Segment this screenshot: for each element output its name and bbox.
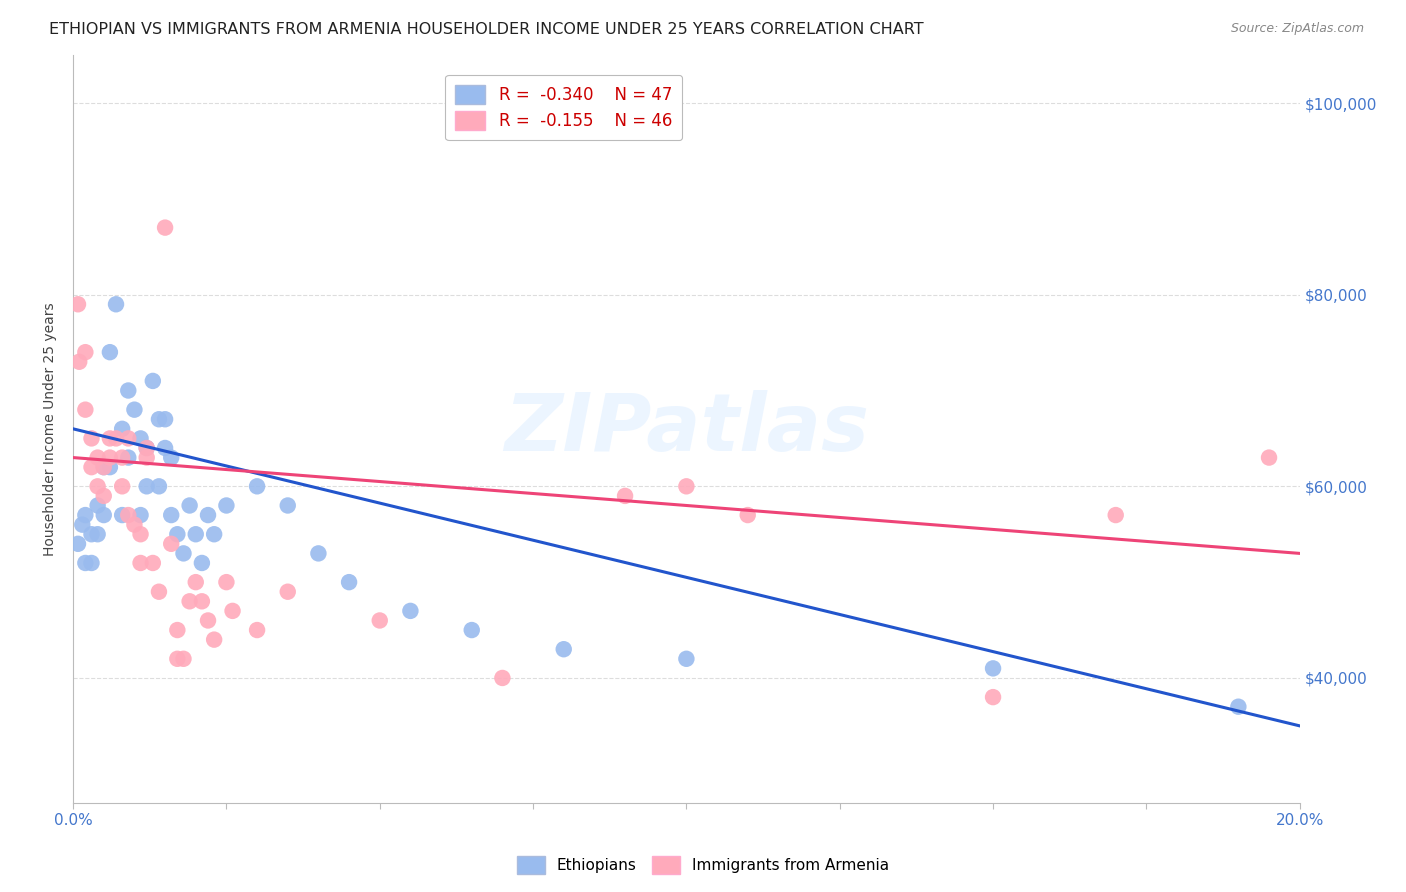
Point [215,575,238,590]
Legend: R =  -0.340    N = 47, R =  -0.155    N = 46: R = -0.340 N = 47, R = -0.155 N = 46 [446,75,682,140]
Point [277,499,299,513]
Point [337,575,360,590]
Point [86,479,108,493]
Point [148,479,170,493]
Point [93,460,115,475]
Point [135,450,157,465]
Point [399,604,422,618]
Point [173,546,195,560]
Point [93,489,115,503]
Point [179,499,201,513]
Point [246,623,269,637]
Point [93,460,115,475]
Point [202,632,225,647]
Point [129,431,152,445]
Point [80,556,103,570]
Point [124,402,146,417]
Point [75,402,97,417]
Point [160,537,183,551]
Text: ZIPatlas: ZIPatlas [503,390,869,467]
Point [80,527,103,541]
Point [124,517,146,532]
Point [277,584,299,599]
Point [98,460,121,475]
Point [202,527,225,541]
Point [148,584,170,599]
Point [75,345,97,359]
Point [66,537,89,551]
Point [160,508,183,522]
Point [148,412,170,426]
Point [117,450,139,465]
Point [135,441,157,455]
Point [173,652,195,666]
Point [93,508,115,522]
Point [153,412,176,426]
Point [197,614,219,628]
Point [111,508,134,522]
Point [111,450,134,465]
Point [129,508,152,522]
Point [111,479,134,493]
Point [135,479,157,493]
Point [191,594,214,608]
Point [614,489,637,503]
Point [461,623,484,637]
Point [98,345,121,359]
Point [246,479,269,493]
Point [184,527,207,541]
Point [105,297,128,311]
Point [1105,508,1128,522]
Point [98,431,121,445]
Point [117,384,139,398]
Point [129,527,152,541]
Point [111,422,134,436]
Point [117,431,139,445]
Point [153,441,176,455]
Point [117,508,139,522]
Point [179,594,201,608]
Point [1258,450,1281,465]
Point [86,499,108,513]
Point [135,441,157,455]
Point [675,652,697,666]
Point [166,652,188,666]
Text: ETHIOPIAN VS IMMIGRANTS FROM ARMENIA HOUSEHOLDER INCOME UNDER 25 YEARS CORRELATI: ETHIOPIAN VS IMMIGRANTS FROM ARMENIA HOU… [49,22,924,37]
Point [737,508,759,522]
Point [98,450,121,465]
Point [1227,699,1250,714]
Point [981,690,1004,705]
Point [80,460,103,475]
Point [491,671,513,685]
Point [981,661,1004,675]
Point [80,431,103,445]
Point [675,479,697,493]
Point [142,374,165,388]
Point [166,527,188,541]
Point [553,642,575,657]
Point [191,556,214,570]
Point [86,527,108,541]
Point [160,450,183,465]
Point [221,604,243,618]
Point [86,450,108,465]
Point [184,575,207,590]
Point [166,623,188,637]
Point [66,297,89,311]
Point [67,355,90,369]
Point [153,220,176,235]
Point [72,517,94,532]
Point [75,508,97,522]
Point [129,556,152,570]
Legend: Ethiopians, Immigrants from Armenia: Ethiopians, Immigrants from Armenia [510,850,896,880]
Y-axis label: Householder Income Under 25 years: Householder Income Under 25 years [44,302,58,556]
Point [307,546,329,560]
Point [197,508,219,522]
Point [142,556,165,570]
Point [215,499,238,513]
Point [105,431,128,445]
Text: Source: ZipAtlas.com: Source: ZipAtlas.com [1230,22,1364,36]
Point [368,614,391,628]
Point [75,556,97,570]
